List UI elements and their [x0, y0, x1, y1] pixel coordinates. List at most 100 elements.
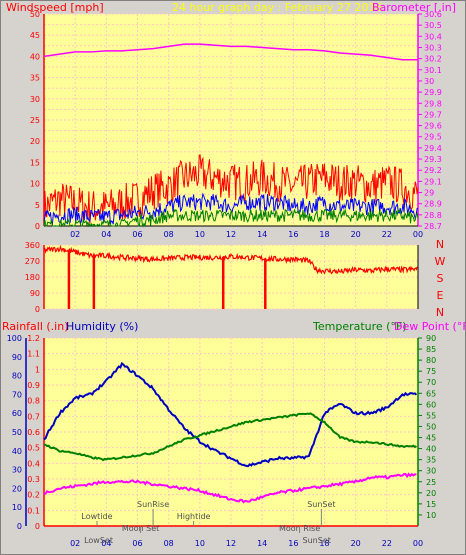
- temp-tick-label: 55: [426, 411, 436, 420]
- temp-tick-label: 85: [426, 345, 436, 354]
- humidity-tick-label: 10: [12, 503, 22, 512]
- temp-tick-label: 30: [426, 467, 436, 476]
- wind-tick-label: 0: [35, 222, 40, 231]
- wind-x-tick-label: 04: [101, 230, 111, 239]
- direction-tick-label: 0: [35, 305, 40, 314]
- wind-x-tick-label: 14: [257, 230, 267, 239]
- wind-tick-label: 10: [30, 180, 40, 189]
- baro-tick-label: 29.3: [424, 155, 442, 164]
- temp-tick-label: 50: [426, 422, 436, 431]
- baro-tick-label: 30.6: [424, 10, 442, 19]
- direction-tick-label: 180: [25, 273, 40, 282]
- rain-tick-label: 0.5: [27, 444, 40, 453]
- direction-tick-label: 270: [25, 257, 40, 266]
- climate-x-tick-label: 12: [226, 539, 236, 548]
- rain-tick-label: 1: [35, 365, 40, 374]
- humidity-tick-label: 40: [12, 447, 22, 456]
- temp-tick-label: 90: [426, 334, 436, 343]
- temp-tick-label: 20: [426, 489, 436, 498]
- humidity-tick-label: 80: [12, 372, 22, 381]
- temp-tick-label: 70: [426, 378, 436, 387]
- rain-tick-label: 0.3: [27, 475, 40, 484]
- temp-tick-label: 15: [426, 500, 436, 509]
- rain-tick-label: 0.8: [27, 397, 40, 406]
- baro-tick-label: 29.9: [424, 88, 442, 97]
- baro-tick-label: 29.4: [424, 144, 442, 153]
- baro-tick-label: 28.7: [424, 222, 442, 231]
- baro-tick-label: 30.4: [424, 32, 442, 41]
- climate-x-tick-label: 06: [132, 539, 142, 548]
- windspeed-header: Windspeed [mph]: [6, 1, 104, 14]
- baro-tick-label: 29: [424, 189, 434, 198]
- rain-tick-label: 0.4: [27, 459, 40, 468]
- direction-series-line: [43, 244, 418, 275]
- rain-tick-label: 0.6: [27, 428, 40, 437]
- compass-label-w: W: [435, 255, 446, 268]
- wind-x-tick-label: 20: [351, 230, 361, 239]
- baro-tick-label: 30.5: [424, 21, 442, 30]
- baro-tick-label: 29.6: [424, 122, 442, 131]
- climate-x-tick-label: 08: [164, 539, 174, 548]
- temp-tick-label: 25: [426, 478, 436, 487]
- rain-tick-label: 0: [35, 522, 40, 531]
- humidity-tick-label: 90: [12, 353, 22, 362]
- climate-x-tick-label: 16: [288, 539, 298, 548]
- wind-x-tick-label: 10: [195, 230, 205, 239]
- dewpoint-series-line: [43, 472, 417, 504]
- barometer-header: Barometer [.in]: [372, 1, 456, 14]
- humidity-header: Humidity (%): [66, 320, 138, 333]
- baro-tick-label: 30: [424, 77, 434, 86]
- wind-x-tick-label: 12: [226, 230, 236, 239]
- event-time-label: SunSet: [303, 536, 331, 545]
- wind-x-tick-label: 22: [382, 230, 392, 239]
- event-label: Lowtide: [81, 512, 112, 521]
- baro-tick-label: 29.7: [424, 110, 442, 119]
- temp-tick-label: 10: [426, 511, 436, 520]
- wind-x-tick-label: 08: [164, 230, 174, 239]
- event-label: Hightide: [177, 512, 211, 521]
- humidity-tick-label: 50: [12, 428, 22, 437]
- baro-tick-label: 30.2: [424, 55, 442, 64]
- climate-x-tick-label: 02: [70, 539, 80, 548]
- compass-label-e: E: [437, 289, 444, 302]
- rain-tick-label: 1.1: [27, 350, 40, 359]
- wind-x-tick-label: 06: [132, 230, 142, 239]
- wind-x-tick-label: 16: [288, 230, 298, 239]
- direction-tick-label: 90: [30, 289, 40, 298]
- chart-title: 24 hour graph day : February 27 2016: [172, 1, 383, 14]
- wind-tick-label: 5: [35, 201, 40, 210]
- humidity-tick-label: 100: [7, 334, 22, 343]
- direction-tick-label: 360: [25, 241, 40, 250]
- rain-tick-label: 0.1: [27, 506, 40, 515]
- baro-tick-label: 29.1: [424, 177, 442, 186]
- rain-tick-label: 1.2: [27, 334, 40, 343]
- temp-tick-label: 35: [426, 456, 436, 465]
- temp-tick-label: 40: [426, 445, 436, 454]
- wind-tick-label: 50: [30, 10, 40, 19]
- baro-tick-label: 28.9: [424, 200, 442, 209]
- baro-tick-label: 29.5: [424, 133, 442, 142]
- temp-tick-label: 75: [426, 367, 436, 376]
- baro-tick-label: 28.8: [424, 211, 442, 220]
- wind-x-tick-label: 18: [319, 230, 329, 239]
- humidity-tick-label: 0: [17, 522, 22, 531]
- temperature-series-line: [43, 412, 417, 462]
- humidity-series-line: [43, 361, 418, 468]
- barometer-series-line: [43, 43, 418, 61]
- rainfall-header: Rainfall (.in): [2, 320, 69, 333]
- baro-tick-label: 30.1: [424, 66, 442, 75]
- rain-tick-label: 0.2: [27, 491, 40, 500]
- temperature-header: Temperature (°F): [312, 320, 407, 333]
- climate-x-tick-label: 18: [319, 539, 329, 548]
- climate-x-tick-label: 00: [413, 539, 423, 548]
- temp-tick-label: 45: [426, 434, 436, 443]
- humidity-tick-label: 30: [12, 466, 22, 475]
- gust-series-line: [43, 154, 419, 227]
- low-wind-series-line: [43, 208, 419, 228]
- compass-label-s: S: [437, 272, 444, 285]
- wind-tick-label: 15: [30, 158, 40, 167]
- event-label: SunRise: [137, 500, 169, 509]
- rain-tick-label: 0.9: [27, 381, 40, 390]
- wind-x-tick-label: 00: [413, 230, 423, 239]
- humidity-tick-label: 70: [12, 390, 22, 399]
